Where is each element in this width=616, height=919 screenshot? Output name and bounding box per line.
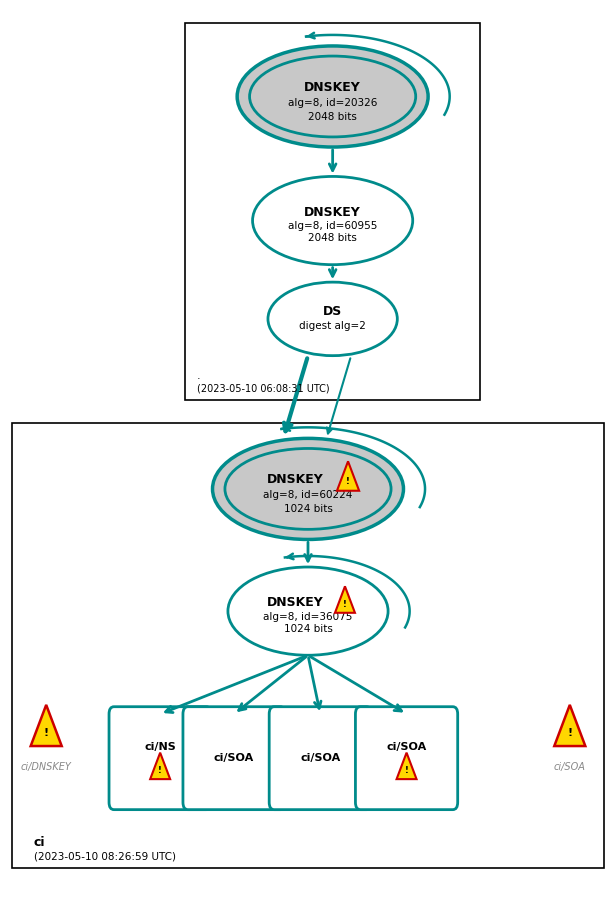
Text: digest alg=2: digest alg=2 <box>299 322 366 331</box>
Text: !: ! <box>405 766 408 775</box>
Text: DNSKEY: DNSKEY <box>304 81 361 94</box>
Polygon shape <box>335 586 355 613</box>
Text: ci/SOA: ci/SOA <box>386 743 427 752</box>
Bar <box>12 423 604 868</box>
Text: !: ! <box>158 766 162 775</box>
Text: DNSKEY: DNSKEY <box>304 206 361 219</box>
FancyBboxPatch shape <box>109 707 211 810</box>
Text: ci/SOA: ci/SOA <box>214 754 254 763</box>
FancyBboxPatch shape <box>269 707 371 810</box>
Text: ci/SOA: ci/SOA <box>554 763 586 772</box>
Text: alg=8, id=20326: alg=8, id=20326 <box>288 98 378 108</box>
Text: alg=8, id=60955: alg=8, id=60955 <box>288 221 378 231</box>
Text: DNSKEY: DNSKEY <box>267 473 324 486</box>
Text: ci/DNSKEY: ci/DNSKEY <box>21 763 71 772</box>
Text: alg=8, id=36075: alg=8, id=36075 <box>263 612 353 621</box>
Text: ci: ci <box>34 836 46 849</box>
Text: (2023-05-10 06:08:31 UTC): (2023-05-10 06:08:31 UTC) <box>197 383 330 393</box>
Text: !: ! <box>567 728 572 738</box>
Ellipse shape <box>228 567 388 655</box>
Polygon shape <box>337 461 359 491</box>
Text: 2048 bits: 2048 bits <box>308 233 357 243</box>
Polygon shape <box>554 705 585 746</box>
Text: 2048 bits: 2048 bits <box>308 112 357 121</box>
Ellipse shape <box>268 282 397 356</box>
Text: !: ! <box>343 600 347 608</box>
Text: ci/SOA: ci/SOA <box>300 754 341 763</box>
Polygon shape <box>397 753 416 779</box>
Ellipse shape <box>237 46 428 147</box>
FancyBboxPatch shape <box>183 707 285 810</box>
Text: (2023-05-10 08:26:59 UTC): (2023-05-10 08:26:59 UTC) <box>34 852 176 861</box>
Text: alg=8, id=60224: alg=8, id=60224 <box>263 491 353 500</box>
Text: ci/NS: ci/NS <box>144 743 176 752</box>
Text: DS: DS <box>323 305 342 318</box>
Text: 1024 bits: 1024 bits <box>283 624 333 633</box>
Text: !: ! <box>346 477 350 485</box>
Text: !: ! <box>44 728 49 738</box>
Ellipse shape <box>253 176 413 265</box>
Text: 1024 bits: 1024 bits <box>283 505 333 514</box>
Polygon shape <box>150 753 170 779</box>
FancyBboxPatch shape <box>355 707 458 810</box>
Polygon shape <box>31 705 62 746</box>
Bar <box>185 23 480 400</box>
Text: .: . <box>197 371 201 381</box>
Ellipse shape <box>213 438 403 539</box>
Text: DNSKEY: DNSKEY <box>267 596 324 609</box>
